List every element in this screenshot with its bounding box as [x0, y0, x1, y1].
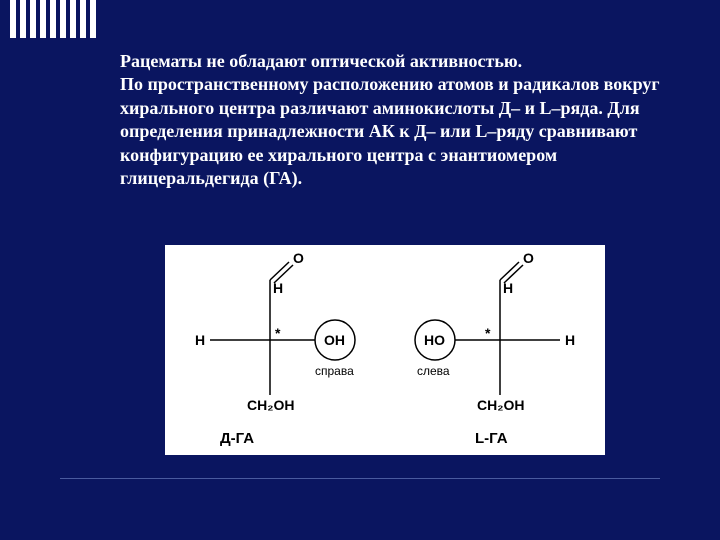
d-bottom: CH₂OH	[247, 397, 294, 413]
l-right-h: H	[565, 332, 575, 348]
structure-l-ga: O H * H HO слева CH₂OH L-ГА	[415, 250, 575, 447]
d-note: справа	[315, 364, 354, 378]
paragraph-line-1: Рацематы не обладают оптической активнос…	[120, 51, 660, 188]
d-top-h: H	[273, 280, 283, 296]
d-title: Д-ГА	[220, 430, 254, 447]
l-bottom: CH₂OH	[477, 397, 524, 413]
d-oh-text: OH	[324, 332, 345, 348]
l-chiral-mark: *	[485, 325, 491, 341]
l-note: слева	[417, 364, 450, 378]
d-left-h: H	[195, 332, 205, 348]
d-chiral-mark: *	[275, 325, 281, 341]
l-top-oxygen: O	[523, 250, 534, 266]
slide-body-text: Рацематы не обладают оптической активнос…	[120, 50, 660, 190]
diagram-svg: O H * H OH справа CH₂OH Д-ГА O	[165, 245, 605, 455]
d-top-oxygen: O	[293, 250, 304, 266]
glyceraldehyde-diagram: O H * H OH справа CH₂OH Д-ГА O	[165, 245, 605, 455]
footer-horizontal-rule	[60, 478, 660, 479]
l-top-h: H	[503, 280, 513, 296]
l-title: L-ГА	[475, 430, 508, 447]
slide-decoration-comb	[10, 0, 96, 38]
structure-d-ga: O H * H OH справа CH₂OH Д-ГА	[195, 250, 355, 447]
l-ho-text: HO	[424, 332, 445, 348]
